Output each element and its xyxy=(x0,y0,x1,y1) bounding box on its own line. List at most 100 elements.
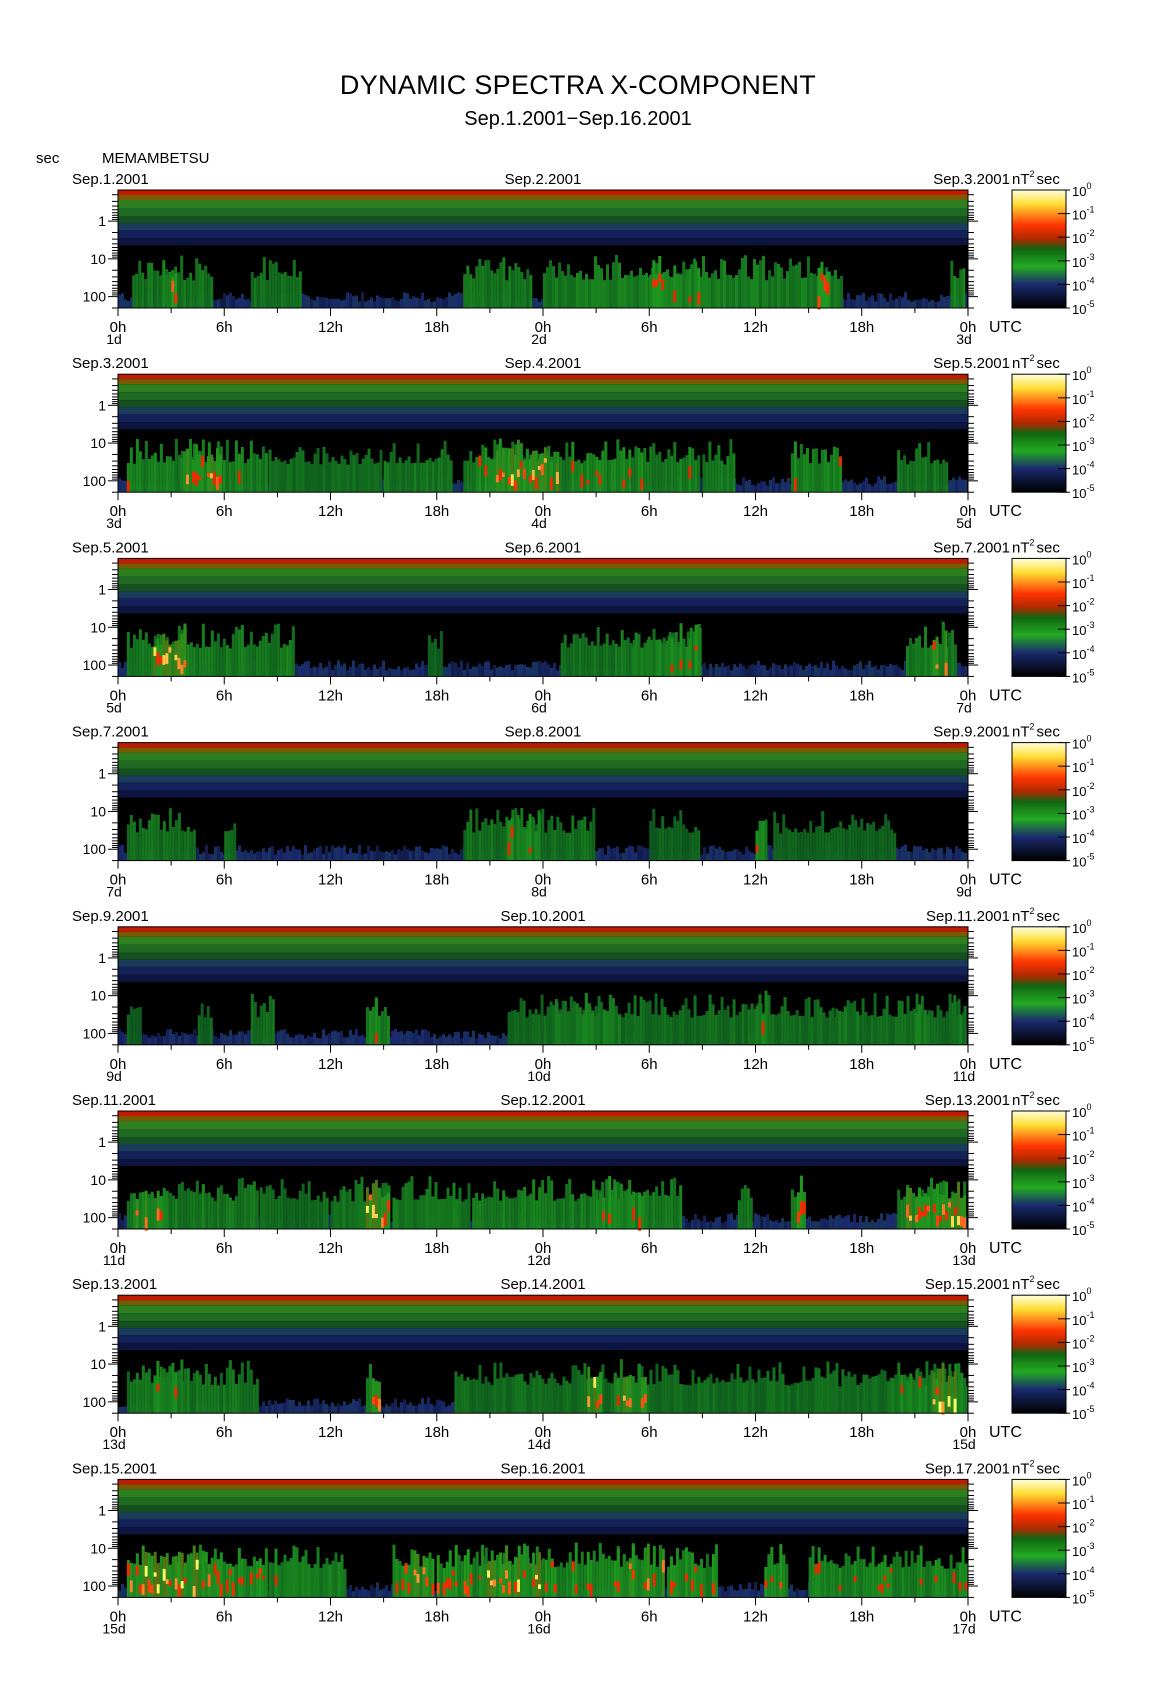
spectrum-cell xyxy=(209,1017,213,1045)
x-tick-label: 6h xyxy=(641,319,658,336)
spectrum-cell xyxy=(422,1555,426,1598)
spectrum-cell xyxy=(939,1215,943,1222)
spectrum-cell xyxy=(667,1374,671,1414)
spectrum-cell xyxy=(165,1553,169,1598)
spectrum-cell xyxy=(295,849,298,861)
spectrum-cell xyxy=(853,1374,857,1414)
spectrum-cell xyxy=(138,451,142,493)
spectrum-cell xyxy=(715,663,718,677)
spectrum-cell xyxy=(906,996,910,1045)
spectrum-cell xyxy=(883,664,886,677)
spectrum-cell xyxy=(803,828,807,861)
spectrum-cell xyxy=(374,1213,378,1219)
spectrum-cell xyxy=(645,1001,649,1045)
spectrum-cell xyxy=(768,270,771,308)
spectrum-cell xyxy=(142,1033,145,1045)
spectrum-cell xyxy=(895,1213,898,1229)
spectrum-cell xyxy=(415,1029,418,1045)
spectrum-cell xyxy=(365,1378,369,1414)
spectrum-cell xyxy=(832,1218,835,1229)
spectrum-cell xyxy=(661,273,665,308)
spectrum-cell xyxy=(412,296,415,308)
spectrum-cell xyxy=(271,1189,275,1229)
spectrum-cell xyxy=(726,1005,730,1045)
spectrum-cell xyxy=(192,1545,196,1598)
spectrum-cell xyxy=(549,461,553,493)
spectrum-band xyxy=(118,1519,968,1528)
spectrum-cell xyxy=(183,1190,187,1229)
spectrum-cell xyxy=(802,669,805,677)
spectrum-cell xyxy=(549,477,553,491)
spectrum-band xyxy=(118,558,968,564)
spectrum-cell xyxy=(592,454,596,493)
spectrum-cell xyxy=(546,1006,550,1045)
spectrum-cell xyxy=(403,668,406,677)
colorbar-tick-label: 10-2 xyxy=(1072,228,1094,246)
spectrum-cell xyxy=(912,1008,916,1045)
spectrum-cell xyxy=(478,830,482,861)
spectrum-cell xyxy=(150,1585,154,1594)
spectrum-cell xyxy=(319,845,322,861)
spectrum-cell xyxy=(217,1038,220,1045)
spectrum-band xyxy=(118,1512,968,1520)
spectrum-cell xyxy=(118,1213,121,1229)
spectrum-cell xyxy=(854,820,858,861)
spectrum-cell xyxy=(490,1384,494,1414)
spectrum-cell xyxy=(691,1369,695,1414)
spectrum-cell xyxy=(921,1211,925,1217)
spectrum-cell xyxy=(398,1199,402,1229)
spectrum-cell xyxy=(368,1010,372,1045)
spectrum-cell xyxy=(928,852,931,861)
spectrum-cell xyxy=(132,1563,136,1598)
colorbar-tick-label: 10-2 xyxy=(1072,597,1094,615)
spectrum-cell xyxy=(726,456,730,493)
colorbar-tick-label: 100 xyxy=(1072,181,1091,199)
spectrum-cell xyxy=(403,845,406,861)
spectrum-cell xyxy=(433,848,436,861)
spectrum-cell xyxy=(144,1565,148,1577)
spectrum-cell xyxy=(364,853,367,861)
spectrum-cell xyxy=(851,814,855,861)
spectrum-cell xyxy=(472,666,475,677)
spectrum-cell xyxy=(601,450,605,493)
spectrum-cell xyxy=(215,476,219,490)
spectrum-cell xyxy=(745,846,748,861)
spectrum-cell xyxy=(900,1385,904,1394)
spectrum-cell xyxy=(703,847,706,861)
spectrum-cell xyxy=(204,1363,208,1414)
spectrum-cell xyxy=(715,848,718,861)
spectrum-cell xyxy=(948,1198,952,1229)
spectrum-cell xyxy=(666,1014,670,1045)
spectrum-cell xyxy=(226,1035,229,1045)
spectrum-cell xyxy=(363,1201,367,1229)
spectrum-cell xyxy=(912,1379,916,1414)
spectrum-cell xyxy=(933,460,937,493)
spectrum-cell xyxy=(638,1192,642,1229)
spectrum-cell xyxy=(673,1177,677,1229)
spectrum-cell xyxy=(634,632,638,677)
spectrum-cell xyxy=(766,1214,769,1229)
spectrum-cell xyxy=(640,647,644,677)
spectrum-cell xyxy=(820,261,824,308)
spectrum-cell xyxy=(920,995,924,1045)
spectrum-cell xyxy=(655,454,659,493)
spectrum-cell xyxy=(313,300,316,308)
spectrum-band xyxy=(118,422,968,430)
spectrum-cell xyxy=(796,1211,800,1224)
spectrum-cell xyxy=(953,276,957,308)
spectrum-cell xyxy=(141,639,145,677)
spectrum-cell xyxy=(180,1359,184,1414)
spectrum-cell xyxy=(880,1369,884,1414)
spectrum-cell xyxy=(574,1365,578,1414)
spectrum-cell xyxy=(655,639,659,677)
spectrum-cell xyxy=(956,1016,960,1045)
spectrum-cell xyxy=(243,1382,247,1414)
spectrum-band xyxy=(118,1335,968,1344)
spectrum-cell xyxy=(635,1194,639,1229)
spectrum-cell xyxy=(700,477,703,493)
spectrum-cell xyxy=(340,1554,344,1598)
spectrum-cell xyxy=(268,995,272,1045)
spectrum-cell xyxy=(826,282,830,295)
spectrum-cell xyxy=(421,292,424,308)
spectrum-cell xyxy=(927,1205,931,1212)
